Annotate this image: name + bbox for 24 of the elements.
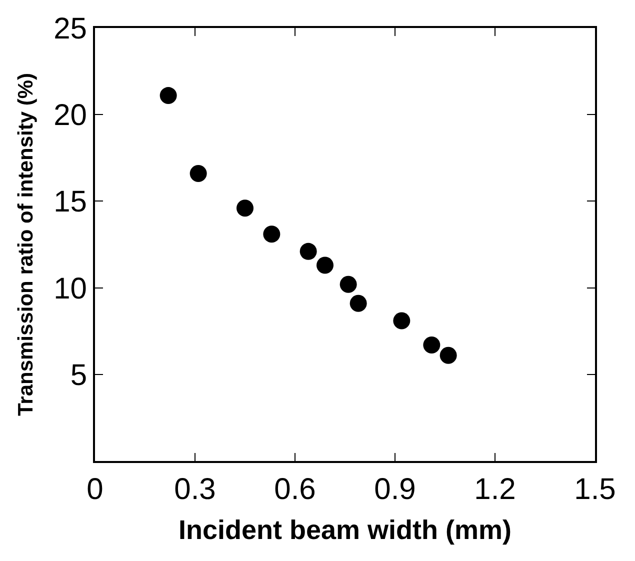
x-axis-title: Incident beam width (mm) bbox=[178, 514, 512, 545]
x-tick-label: 0.3 bbox=[174, 473, 216, 506]
x-tick-label: 1.5 bbox=[574, 473, 616, 506]
y-tick-label: 20 bbox=[54, 99, 87, 132]
point bbox=[440, 346, 457, 364]
point bbox=[340, 276, 357, 293]
x-tick-label: 1.2 bbox=[474, 473, 516, 506]
point bbox=[393, 312, 410, 330]
point bbox=[190, 164, 207, 182]
point bbox=[316, 256, 334, 274]
point bbox=[263, 226, 280, 243]
x-tick-label: 0.9 bbox=[374, 473, 416, 506]
y-tick-label: 10 bbox=[54, 272, 87, 306]
x-tick-label: 0.6 bbox=[274, 473, 316, 506]
y-tick-label: 15 bbox=[54, 186, 87, 219]
x-tick-label: 0 bbox=[86, 473, 104, 506]
y-axis-title: Transmission ratio of intensity (%) bbox=[14, 72, 38, 416]
point bbox=[300, 242, 317, 260]
point bbox=[236, 200, 254, 217]
point bbox=[423, 336, 440, 354]
point bbox=[350, 294, 367, 312]
y-tick-label: 25 bbox=[54, 12, 87, 46]
point bbox=[160, 87, 177, 104]
y-tick-label: 5 bbox=[70, 358, 87, 392]
